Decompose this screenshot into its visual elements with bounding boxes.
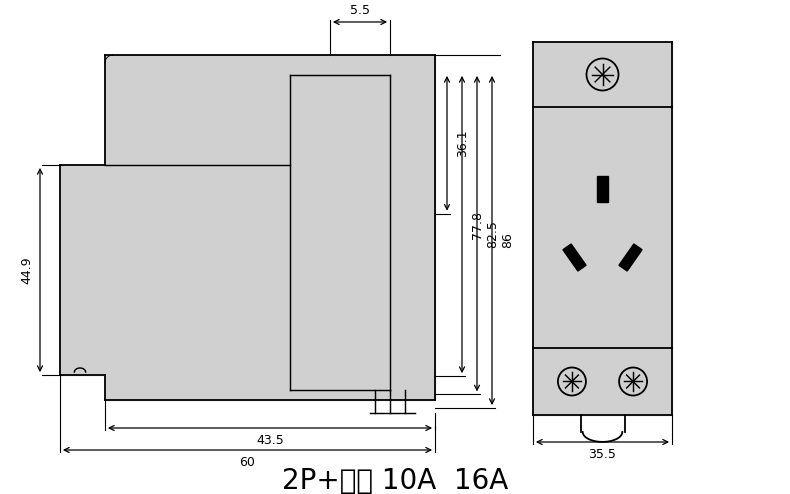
Polygon shape: [619, 244, 642, 271]
Text: 43.5: 43.5: [256, 434, 284, 447]
Text: 44.9: 44.9: [21, 256, 33, 284]
Text: 36.1: 36.1: [456, 129, 469, 157]
Text: 86: 86: [501, 233, 514, 248]
Text: 35.5: 35.5: [589, 449, 616, 461]
Polygon shape: [597, 175, 608, 202]
Polygon shape: [533, 42, 672, 415]
Text: 2P+接地 10A  16A: 2P+接地 10A 16A: [282, 467, 508, 494]
Polygon shape: [60, 55, 435, 400]
Text: 5.5: 5.5: [350, 3, 370, 16]
Polygon shape: [563, 244, 586, 271]
Text: 82.5: 82.5: [486, 220, 499, 247]
Text: 60: 60: [239, 456, 255, 469]
Text: 77.8: 77.8: [471, 210, 484, 239]
